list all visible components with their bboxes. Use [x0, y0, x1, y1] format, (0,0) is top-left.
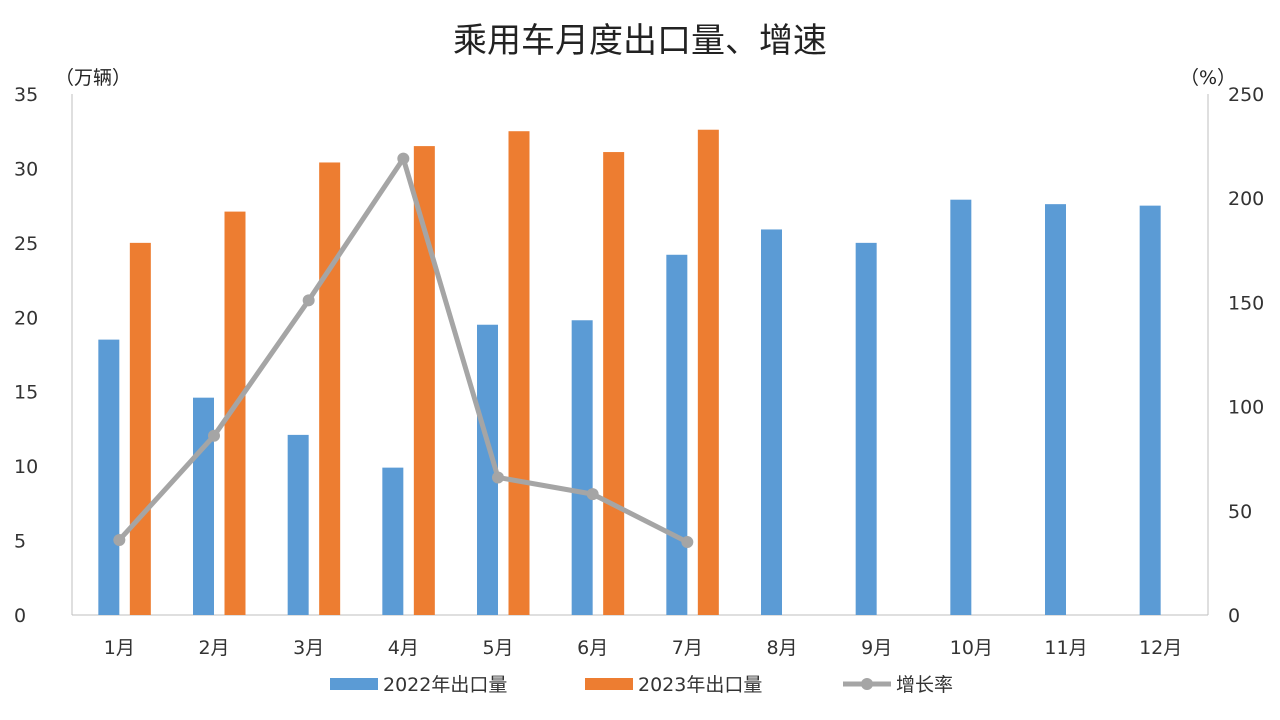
left-tick-label: 0 — [14, 605, 26, 627]
legend: 2022年出口量 2023年出口量 增长率 — [330, 674, 953, 696]
growth-point — [397, 152, 410, 165]
x-tick-label: 2月 — [198, 637, 229, 659]
bar — [1045, 204, 1066, 615]
growth-line — [113, 152, 694, 549]
x-tick-label: 9月 — [861, 637, 892, 659]
bar — [193, 397, 214, 615]
left-tick-label: 30 — [14, 158, 38, 180]
bar — [761, 229, 782, 615]
x-tick-label: 12月 — [1139, 637, 1182, 659]
bars — [98, 129, 1161, 615]
bar — [382, 467, 404, 615]
x-tick-label: 7月 — [672, 637, 703, 659]
right-tick-label: 100 — [1228, 397, 1264, 419]
left-tick-label: 25 — [14, 233, 38, 255]
right-axis-unit: （%） — [1180, 67, 1236, 89]
bar — [98, 339, 120, 615]
x-tick-label: 3月 — [293, 637, 324, 659]
axes: 0 5 10 15 20 25 30 35 0 50 100 150 200 250 1月 2月 3月 4月 5月 6… — [14, 84, 1264, 659]
growth-point — [586, 488, 599, 501]
bar — [950, 199, 972, 615]
right-tick-label: 200 — [1228, 188, 1264, 210]
right-tick-label: 0 — [1228, 605, 1240, 627]
bar — [129, 242, 151, 615]
left-tick-label: 15 — [14, 382, 38, 404]
legend-swatch — [585, 678, 633, 690]
legend-swatch-marker — [861, 678, 873, 690]
bar — [855, 242, 877, 615]
right-tick-label: 150 — [1228, 292, 1264, 314]
bar — [319, 162, 341, 615]
right-tick-label: 50 — [1228, 501, 1252, 523]
growth-point — [208, 429, 220, 442]
left-tick-label: 35 — [14, 84, 38, 106]
x-tick-label: 5月 — [482, 637, 513, 659]
growth-point — [681, 536, 694, 549]
bar — [508, 131, 530, 615]
left-tick-label: 10 — [14, 456, 38, 478]
legend-label: 增长率 — [896, 674, 953, 696]
bar — [1139, 205, 1161, 615]
x-tick-label: 10月 — [950, 637, 993, 659]
bar — [413, 146, 435, 615]
growth-point — [492, 471, 504, 484]
legend-swatch — [330, 678, 378, 690]
x-tick-label: 6月 — [577, 637, 608, 659]
bar — [666, 254, 688, 615]
growth-point — [113, 533, 126, 546]
x-tick-label: 4月 — [388, 637, 419, 659]
left-tick-label: 20 — [14, 307, 38, 329]
bar — [697, 129, 719, 615]
legend-label: 2022年出口量 — [383, 674, 507, 696]
growth-point — [302, 294, 315, 307]
legend-label: 2023年出口量 — [638, 674, 762, 696]
right-tick-label: 250 — [1228, 84, 1264, 106]
bar — [287, 434, 309, 615]
chart-title: 乘用车月度出口量、增速 — [453, 21, 827, 61]
bar — [603, 152, 625, 615]
x-tick-label: 8月 — [766, 637, 797, 659]
bar — [571, 320, 593, 615]
left-axis-unit: （万辆） — [55, 67, 131, 89]
x-tick-label: 11月 — [1044, 637, 1087, 659]
x-tick-label: 1月 — [104, 637, 135, 659]
left-tick-label: 5 — [14, 531, 26, 553]
bar — [224, 211, 246, 615]
bar — [477, 324, 498, 615]
